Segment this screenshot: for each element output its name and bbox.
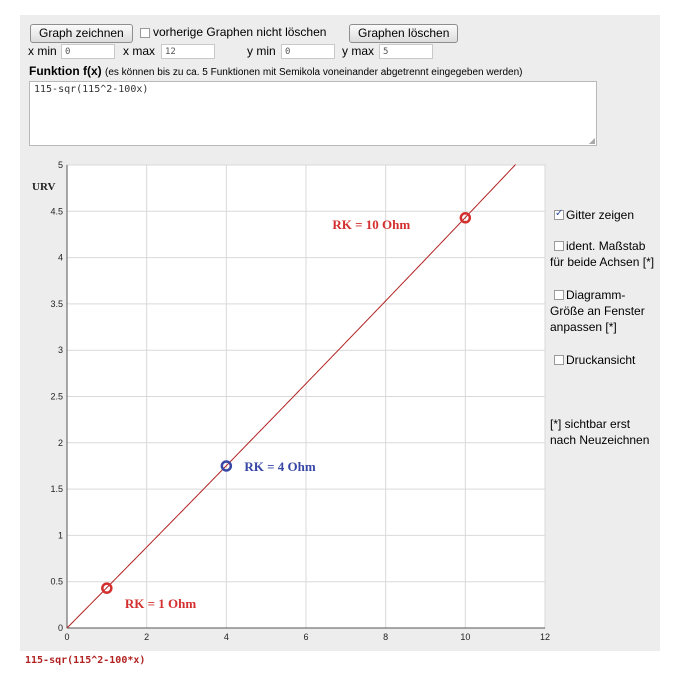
same-scale-label: ident. Maßstab für beide Achsen [*]: [550, 238, 654, 270]
x-tick-label: 10: [460, 632, 470, 642]
plotter-panel: Graph zeichnen vorherige Graphen nicht l…: [20, 15, 660, 651]
x-tick-label: 4: [224, 632, 229, 642]
ymin-input[interactable]: [281, 44, 335, 59]
y-tick-label: 2.5: [50, 392, 63, 402]
ymax-input[interactable]: [379, 44, 433, 59]
keep-graphs-label: vorherige Graphen nicht löschen: [153, 25, 327, 39]
xmax-input[interactable]: [161, 44, 215, 59]
y-tick-label: 0: [58, 623, 63, 633]
clear-graphs-button[interactable]: Graphen löschen: [349, 24, 459, 43]
y-tick-label: 3.5: [50, 299, 63, 309]
function-input-value: 115-sqr(115^2-100x): [34, 84, 149, 95]
grid-label: Gitter zeigen: [566, 208, 635, 222]
y-tick-label: 4: [58, 253, 63, 263]
y-tick-label: 0.5: [50, 577, 63, 587]
ymax-label: y max: [342, 44, 375, 58]
point-annotation-2: RK = 4 Ohm: [244, 459, 315, 474]
xmin-input[interactable]: [61, 44, 115, 59]
fit-size-line-1: Diagramm-: [566, 288, 626, 302]
function-hint: (es können bis zu ca. 5 Funktionen mit S…: [105, 67, 523, 78]
fit-size-line-2: Größe an Fenster: [550, 304, 645, 318]
y-axis-label: URV: [32, 181, 56, 193]
ymin-label: y min: [247, 44, 276, 58]
print-view-checkbox[interactable]: [554, 355, 564, 365]
data-point-3: [459, 212, 472, 224]
draw-graph-button[interactable]: Graph zeichnen: [30, 24, 133, 43]
x-tick-label: 8: [383, 632, 388, 642]
data-point-1: [101, 582, 113, 594]
y-tick-label: 4.5: [50, 206, 63, 216]
function-input[interactable]: 115-sqr(115^2-100x) ◢: [29, 81, 597, 146]
x-tick-label: 6: [303, 632, 308, 642]
fit-size-checkbox[interactable]: [554, 290, 564, 300]
same-scale-checkbox[interactable]: [554, 241, 564, 251]
data-point-2: [220, 460, 233, 472]
refresh-note: [*] sichtbar erst nach Neuzeichnen: [550, 416, 649, 448]
function-label: Funktion f(x): [29, 64, 102, 78]
function-curve: [66, 164, 517, 629]
refresh-note-line-1: [*] sichtbar erst: [550, 417, 631, 431]
print-view-label: Druckansicht: [566, 353, 636, 367]
x-tick-label: 2: [144, 632, 149, 642]
fit-size-label: Diagramm- Größe an Fenster anpassen [*]: [550, 287, 645, 335]
keep-graphs-checkbox[interactable]: [140, 28, 150, 38]
same-scale-line-1: ident. Maßstab: [566, 239, 646, 253]
grid-checkbox[interactable]: [554, 208, 564, 220]
fit-size-line-3: anpassen [*]: [550, 320, 617, 334]
resize-grip-icon[interactable]: ◢: [588, 136, 595, 145]
x-tick-label: 0: [64, 632, 69, 642]
y-tick-label: 2: [58, 438, 63, 448]
y-tick-label: 1.5: [50, 484, 63, 494]
same-scale-line-2: für beide Achsen [*]: [550, 255, 655, 269]
xmax-label: x max: [123, 44, 156, 58]
footer-function-legend: 115-sqr(115^2-100*x): [25, 655, 146, 666]
xmin-label: x min: [28, 44, 57, 58]
point-annotation-3: RK = 10 Ohm: [332, 217, 410, 232]
point-annotation-1: RK = 1 Ohm: [125, 596, 196, 611]
y-tick-label: 1: [58, 530, 63, 540]
y-tick-label: 5: [58, 160, 63, 170]
y-tick-label: 3: [58, 345, 63, 355]
x-tick-label: 12: [540, 632, 550, 642]
refresh-note-line-2: nach Neuzeichnen: [550, 433, 650, 447]
function-heading: Funktion f(x) (es können bis zu ca. 5 Fu…: [29, 64, 523, 78]
